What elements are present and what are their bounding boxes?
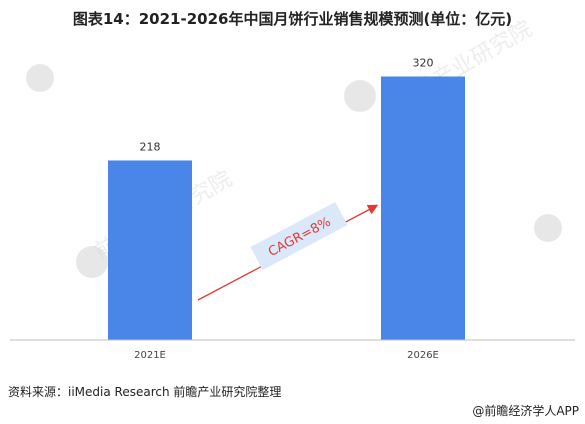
chart-title: 图表14：2021-2026年中国月饼行业销售规模预测(单位：亿元) (72, 10, 513, 28)
source-note: 资料来源：iiMedia Research 前瞻产业研究院整理 (8, 385, 282, 399)
x-tick-label: 2021E (134, 350, 166, 361)
cagr-annotation: CAGR=8% (197, 201, 379, 301)
credit-note: @前瞻经济学人APP (472, 404, 579, 418)
data-label: 218 (140, 140, 161, 153)
watermark-logo-icon (26, 64, 54, 92)
bar-2021E (108, 160, 192, 340)
watermark-logo-icon (534, 214, 562, 242)
cagr-label-box (250, 201, 348, 271)
watermark-logo-icon (344, 80, 376, 112)
data-label: 320 (413, 56, 434, 69)
watermark-logo-icon (76, 246, 108, 278)
bars-group: 218 320 (108, 56, 465, 341)
x-tick-labels: 2021E 2026E (134, 350, 439, 361)
x-tick-label: 2026E (407, 350, 439, 361)
bar-2026E (381, 76, 465, 341)
